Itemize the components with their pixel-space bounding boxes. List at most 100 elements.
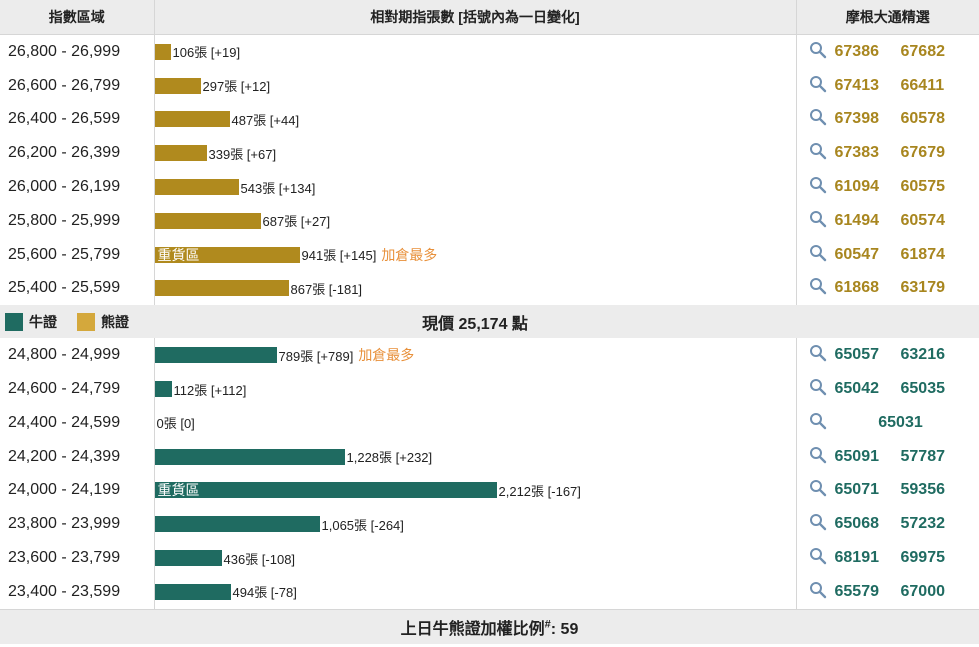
contracts-cell: 789張 [+789] 加倉最多 <box>153 338 797 373</box>
heavy-zone-label: 重貨區 <box>157 482 200 499</box>
warrant-code-link[interactable]: 60578 <box>900 110 946 128</box>
contracts-label: 1,228張 [+232] <box>346 450 433 466</box>
warrant-code-link[interactable]: 57787 <box>900 447 946 465</box>
contracts-label: 941張 [+145] <box>301 248 377 264</box>
contracts-cell: 重貨區 2,212張 [-167] <box>153 473 797 508</box>
warrant-code-link[interactable]: 65042 <box>834 380 880 398</box>
jpm-codes-cell: 65091 57787 <box>796 440 979 474</box>
contracts-cell: 0張 [0] <box>153 405 797 440</box>
bull-row: 24,200 - 24,399 1,228張 [+232] 65091 57787 <box>0 439 979 474</box>
contracts-cell: 867張 [-181] <box>153 271 797 306</box>
search-icon[interactable] <box>809 344 827 362</box>
index-range: 26,000 - 26,199 <box>8 178 121 196</box>
warrant-code-link[interactable]: 65057 <box>834 346 880 364</box>
search-icon[interactable] <box>809 547 827 565</box>
jpm-codes-cell: 67383 67679 <box>796 136 979 170</box>
warrant-code-link[interactable]: 59356 <box>900 481 946 499</box>
jpm-codes-cell: 61868 63179 <box>796 272 979 306</box>
search-icon[interactable] <box>809 108 827 126</box>
contracts-label: 1,065張 [-264] <box>321 517 404 533</box>
index-range: 26,400 - 26,599 <box>8 110 121 128</box>
bear-bar <box>154 280 289 297</box>
header-jpm-picks: 摩根大通精選 <box>796 0 979 35</box>
warrant-code-link[interactable]: 67682 <box>900 42 946 60</box>
bull-bar: 重貨區 <box>154 482 497 499</box>
warrant-code-link[interactable]: 63179 <box>900 279 946 297</box>
warrant-code-link[interactable]: 60574 <box>900 211 946 229</box>
contracts-cell: 339張 [+67] <box>153 136 797 171</box>
warrant-code-link[interactable]: 65068 <box>834 515 880 533</box>
bull-row: 23,800 - 23,999 1,065張 [-264] 65068 57232 <box>0 507 979 542</box>
contracts-cell: 1,228張 [+232] <box>153 439 797 474</box>
search-icon[interactable] <box>809 210 827 228</box>
warrant-code-link[interactable]: 67383 <box>834 144 880 162</box>
warrant-code-link[interactable]: 60547 <box>834 245 880 263</box>
jpm-codes-cell: 65057 63216 <box>796 338 979 372</box>
bear-row: 26,000 - 26,199 543張 [+134] 61094 60575 <box>0 170 979 204</box>
warrant-code-link[interactable]: 69975 <box>900 549 946 567</box>
contracts-label: 106張 [+19] <box>172 45 241 61</box>
warrant-code-link[interactable]: 61094 <box>834 178 880 196</box>
bull-bar <box>154 448 345 465</box>
contracts-cell: 112張 [+112] <box>153 372 797 406</box>
weighted-ratio-value: : 59 <box>550 620 579 638</box>
search-icon[interactable] <box>809 581 827 599</box>
search-icon[interactable] <box>809 41 827 59</box>
jpm-codes-cell: 67386 67682 <box>796 35 979 69</box>
contracts-cell: 494張 [-78] <box>153 574 797 610</box>
warrant-code-link[interactable]: 67679 <box>900 144 946 162</box>
search-icon[interactable] <box>809 513 827 531</box>
warrant-code-link[interactable]: 65579 <box>834 582 880 600</box>
index-range: 25,400 - 25,599 <box>8 279 121 297</box>
bear-bar <box>154 111 230 128</box>
footnote-mark: # <box>544 618 551 631</box>
warrant-code-link[interactable]: 65091 <box>834 447 880 465</box>
warrant-code-link[interactable]: 68191 <box>834 549 880 567</box>
search-icon[interactable] <box>809 142 827 160</box>
search-icon[interactable] <box>809 75 827 93</box>
contracts-label: 0張 [0] <box>156 416 195 432</box>
warrant-code-link[interactable]: 60575 <box>900 178 946 196</box>
contracts-cell: 487張 [+44] <box>153 102 797 137</box>
bull-bar <box>154 550 222 567</box>
warrant-code-link[interactable]: 63216 <box>900 346 946 364</box>
search-icon[interactable] <box>809 479 827 497</box>
warrant-code-link[interactable]: 65035 <box>900 380 946 398</box>
search-icon[interactable] <box>809 176 827 194</box>
search-icon[interactable] <box>809 277 827 295</box>
bear-row: 25,400 - 25,599 867張 [-181] 61868 63179 <box>0 271 979 306</box>
contracts-label: 543張 [+134] <box>240 180 316 196</box>
warrant-code-link[interactable]: 66411 <box>900 76 945 94</box>
jpm-codes-cell: 65071 59356 <box>796 474 979 508</box>
bull-row: 24,400 - 24,599 0張 [0] 65031 <box>0 405 979 440</box>
search-icon[interactable] <box>809 378 827 396</box>
search-icon[interactable] <box>809 412 827 430</box>
most-added-note: 加倉最多 <box>381 246 438 263</box>
jpm-codes-cell: 60547 61874 <box>796 238 979 272</box>
bear-swatch <box>77 312 95 331</box>
jpm-codes-cell: 67398 60578 <box>796 103 979 137</box>
warrant-code-link[interactable]: 67000 <box>900 582 946 600</box>
header-contracts: 相對期指張數 [括號內為一日變化] <box>153 0 797 35</box>
warrant-code-link[interactable]: 67413 <box>834 76 880 94</box>
warrant-code-link[interactable]: 61874 <box>900 245 946 263</box>
warrant-code-link[interactable]: 61494 <box>834 211 880 229</box>
bear-section: 26,800 - 26,999 106張 [+19] 67386 67682 26,60… <box>0 34 979 306</box>
bull-row: 24,000 - 24,199 重貨區 2,212張 [-167] 65071 5935… <box>0 473 979 508</box>
bear-bar <box>154 77 201 94</box>
warrant-code-link[interactable]: 67386 <box>834 42 880 60</box>
warrant-code-link[interactable]: 61868 <box>834 279 880 297</box>
search-icon[interactable] <box>809 446 827 464</box>
warrant-code-link[interactable]: 65031 <box>878 413 923 431</box>
spot-price-row: 牛證 熊證 現價 25,174 點 <box>0 305 979 339</box>
index-range: 24,600 - 24,799 <box>8 380 121 398</box>
index-range: 23,800 - 23,999 <box>8 515 121 533</box>
jpm-codes-cell: 61094 60575 <box>796 170 979 204</box>
contracts-label: 867張 [-181] <box>290 281 363 297</box>
search-icon[interactable] <box>809 244 827 262</box>
warrant-code-link[interactable]: 67398 <box>834 110 880 128</box>
warrant-code-link[interactable]: 65071 <box>834 481 880 499</box>
warrant-code-link[interactable]: 57232 <box>900 515 946 533</box>
index-range: 26,800 - 26,999 <box>8 42 121 60</box>
